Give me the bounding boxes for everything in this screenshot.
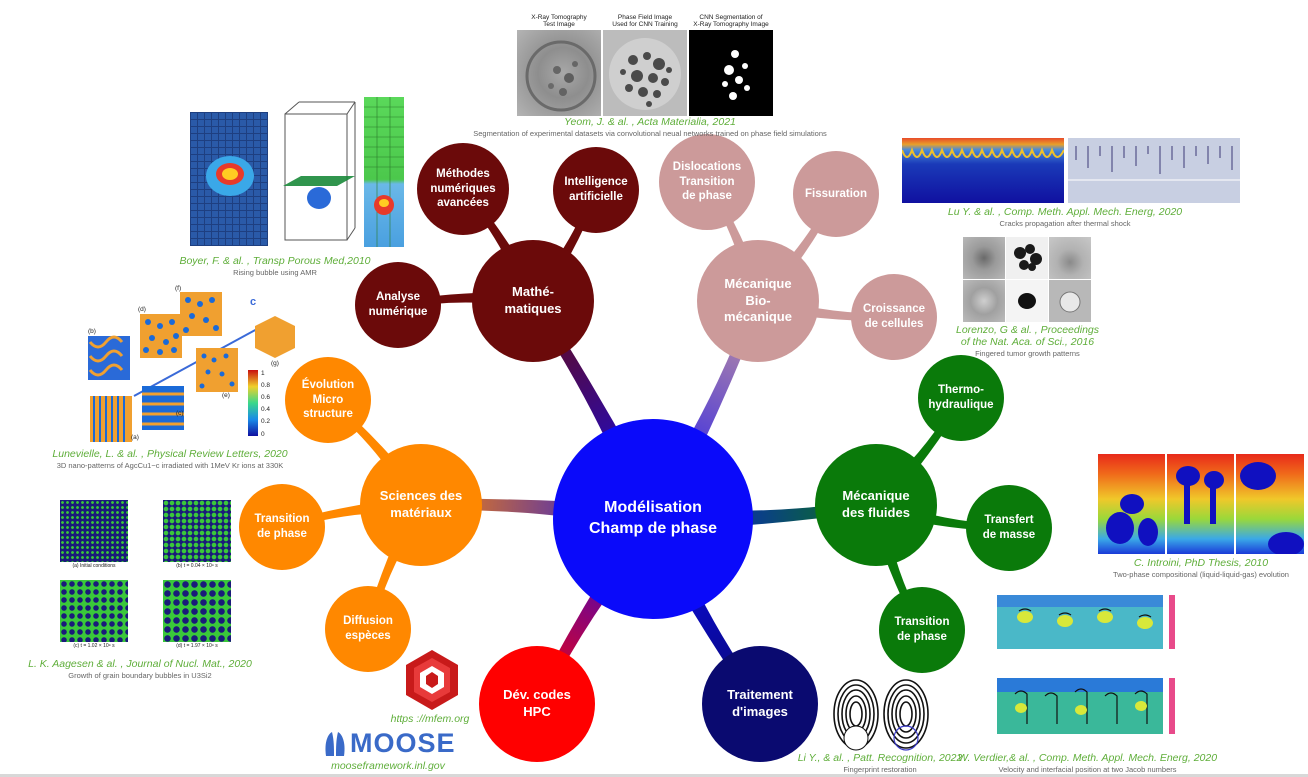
lunevielle-caption: Lunevielle, L. & al. , Physical Review L…: [40, 448, 300, 470]
yeom-phase-field-image: [603, 30, 687, 116]
lorenzo-caption: Lorenzo, G & al. , Proceedings of the Na…: [940, 324, 1115, 358]
node-intelligence-artificielle[interactable]: Intelligence artificielle: [553, 147, 639, 233]
lorenzo-tumor-image-3: [1049, 237, 1091, 279]
introini-description: Two-phase compositional (liquid-liquid-g…: [1113, 570, 1289, 579]
aagesen-caption: L. K. Aagesen & al. , Journal of Nucl. M…: [20, 658, 260, 680]
aagesen-panel-b-image: [163, 500, 231, 562]
verdier-citation: W. Verdier,& al. , Comp. Meth. Appl. Mec…: [957, 752, 1218, 764]
lu-crack-pattern-image: [1068, 138, 1240, 203]
node-croissance-cellules[interactable]: Croissance de cellules: [851, 274, 937, 360]
aagesen-description: Growth of grain boundary bubbles in U3Si…: [68, 671, 212, 680]
lorenzo-description: Fingered tumor growth patterns: [975, 349, 1080, 358]
lunevielle-colorbar-tick-2: 0.8: [261, 382, 271, 389]
lorenzo-tumor-image-1: [963, 237, 1005, 279]
verdier-velocity-plot-1: [985, 587, 1191, 667]
yeom-citation: Yeom, J. & al. , Acta Materialia, 2021: [564, 116, 736, 128]
aagesen-panel-a-image: [60, 500, 128, 562]
aagesen-panel-c-image: [60, 580, 128, 642]
node-evolution-microstructure[interactable]: Évolution Micro structure: [285, 357, 371, 443]
lunevielle-panel-label-f: (f): [175, 285, 182, 292]
node-traitement-images[interactable]: Traitement d'images: [702, 646, 818, 762]
verdier-caption: W. Verdier,& al. , Comp. Meth. Appl. Mec…: [950, 752, 1225, 774]
node-mecanique-biomecanique[interactable]: Mécanique Bio- mécanique: [697, 240, 819, 362]
node-transition-phase-fluides[interactable]: Transition de phase: [879, 587, 965, 673]
node-dislocations[interactable]: Dislocations Transition de phase: [659, 134, 755, 230]
aagesen-citation: L. K. Aagesen & al. , Journal of Nucl. M…: [28, 658, 252, 670]
node-mathematiques[interactable]: Mathé- matiques: [472, 240, 594, 362]
moose-logo-text: MOOSE: [350, 728, 456, 758]
fingerprint-description: Fingerprint restoration: [843, 765, 917, 774]
introini-two-phase-image: [1098, 454, 1304, 554]
lunevielle-colorbar-tick-5: 0.2: [261, 418, 271, 425]
yeom-cnn-segmentation-image: [689, 30, 773, 116]
verdier-description: Velocity and interfacial position at two…: [998, 765, 1177, 774]
boyer-description: Rising bubble using AMR: [233, 268, 317, 277]
lorenzo-tumor-image-5: [1006, 280, 1048, 322]
moose-logo[interactable]: MOOSE: [322, 728, 456, 759]
node-analyse-numerique[interactable]: Analyse numérique: [355, 262, 441, 348]
lunevielle-panel-label-d: (d): [138, 306, 146, 313]
boyer-caption: Boyer, F. & al. , Transp Porous Med,2010…: [160, 255, 390, 277]
aagesen-panel-d-image: [163, 580, 231, 642]
lunevielle-colorbar-tick-6: 0: [261, 431, 265, 438]
node-diffusion-especes[interactable]: Diffusion espèces: [325, 586, 411, 672]
fingerprint-citation: Li Y., & al. , Patt. Recognition, 2022: [797, 752, 963, 764]
lunevielle-panel-label-g: (g): [271, 360, 279, 367]
yeom-panel-title-2: Phase Field Image Used for CNN Training: [612, 14, 678, 29]
lunevielle-axis-label: c: [250, 296, 257, 308]
node-transfert-masse[interactable]: Transfert de masse: [966, 485, 1052, 571]
yeom-panel-title-1: X-Ray Tomography Test Image: [531, 14, 587, 29]
lunevielle-colorbar-tick-1: 1: [261, 370, 265, 377]
boyer-amr-column-image: [364, 97, 404, 247]
lunevielle-panel-label-e: (e): [222, 392, 230, 399]
lorenzo-citation: Lorenzo, G & al. , Proceedings of the Na…: [956, 324, 1099, 348]
aagesen-panel-caption-b: (b) t = 0.04 × 10⁹ s: [176, 563, 218, 569]
lunevielle-panel-label-b: (b): [88, 328, 96, 335]
aagesen-panel-caption-c: (c) t = 1.02 × 10⁹ s: [73, 643, 115, 649]
lorenzo-tumor-image-4: [963, 280, 1005, 322]
moose-logo-icon: [325, 731, 345, 756]
mfem-caption: https ://mfem.org: [380, 713, 480, 725]
boyer-mesh-image: [190, 112, 268, 246]
introini-citation: C. Introini, PhD Thesis, 2010: [1133, 557, 1269, 569]
node-methodes-numeriques[interactable]: Méthodes numériques avancées: [417, 143, 509, 235]
lorenzo-tumor-image-2: [1006, 237, 1048, 279]
lunevielle-panel-label-a: (a): [131, 434, 139, 441]
boyer-citation: Boyer, F. & al. , Transp Porous Med,2010: [179, 255, 371, 267]
lu-crack-description: Cracks propagation after thermal shock: [999, 219, 1131, 228]
boyer-box-image: [277, 100, 357, 248]
lunevielle-description: 3D nano-patterns of AgcCu1−c irradiated …: [56, 461, 284, 470]
yeom-caption: Yeom, J. & al. , Acta Materialia, 2021 S…: [440, 116, 860, 138]
lu-crack-temperature-image: [902, 138, 1064, 203]
lorenzo-tumor-image-6: [1049, 280, 1091, 322]
moose-url[interactable]: mooseframework.inl.gov: [331, 760, 445, 772]
mfem-url[interactable]: https ://mfem.org: [390, 713, 470, 725]
fingerprint-image: [830, 676, 932, 752]
node-mecanique-fluides[interactable]: Mécanique des fluides: [815, 444, 937, 566]
yeom-xray-image: [517, 30, 601, 116]
node-transition-phase-materiaux[interactable]: Transition de phase: [239, 484, 325, 570]
node-fissuration[interactable]: Fissuration: [793, 151, 879, 237]
lu-crack-citation: Lu Y. & al. , Comp. Meth. Appl. Mech. En…: [947, 206, 1183, 218]
lunevielle-citation: Lunevielle, L. & al. , Physical Review L…: [52, 448, 288, 460]
lunevielle-nanopattern-image: [80, 286, 310, 446]
mfem-logo[interactable]: [400, 648, 464, 712]
yeom-panel-title-3: CNN Segmentation of X-Ray Tomography Ima…: [693, 14, 769, 29]
moose-caption: mooseframework.inl.gov: [318, 760, 458, 772]
center-node[interactable]: Modélisation Champ de phase: [553, 419, 753, 619]
aagesen-panel-caption-a: (a) Initial conditions: [72, 563, 116, 569]
introini-caption: C. Introini, PhD Thesis, 2010 Two-phase …: [1098, 557, 1304, 579]
node-thermo-hydraulique[interactable]: Thermo- hydraulique: [918, 355, 1004, 441]
footer-bar: [0, 774, 1308, 777]
aagesen-panel-caption-d: (d) t = 1.97 × 10⁹ s: [176, 643, 218, 649]
node-dev-codes-hpc[interactable]: Dév. codes HPC: [479, 646, 595, 762]
lunevielle-colorbar-tick-4: 0.4: [261, 406, 271, 413]
node-sciences-materiaux[interactable]: Sciences des matériaux: [360, 444, 482, 566]
lunevielle-colorbar-tick-3: 0.6: [261, 394, 271, 401]
fingerprint-caption: Li Y., & al. , Patt. Recognition, 2022 F…: [780, 752, 980, 774]
verdier-velocity-plot-2: [985, 670, 1191, 752]
lunevielle-panel-label-c: (c): [176, 410, 184, 417]
yeom-description: Segmentation of experimental datasets vi…: [473, 129, 827, 138]
lu-crack-caption: Lu Y. & al. , Comp. Meth. Appl. Mech. En…: [930, 206, 1200, 228]
